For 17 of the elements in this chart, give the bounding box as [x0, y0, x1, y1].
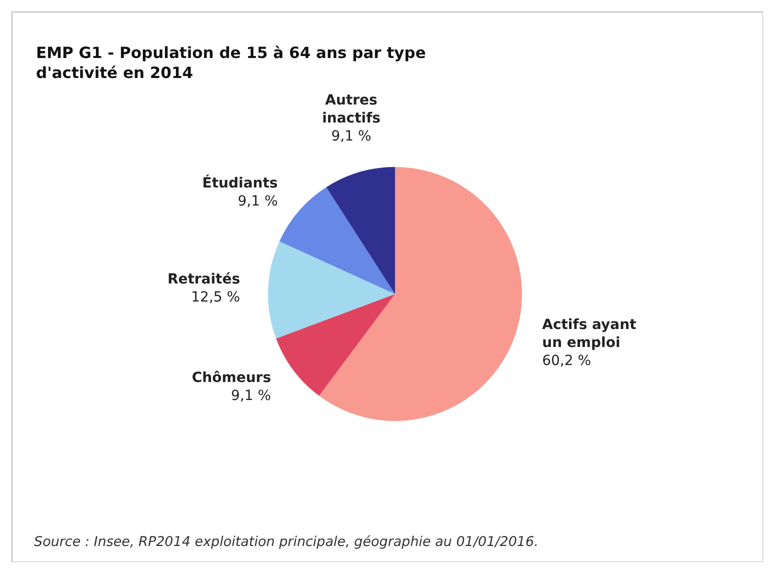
- chart-title: EMP G1 - Population de 15 à 64 ans par type d'activité en 2014: [36, 44, 426, 82]
- data-label: 60,2 %: [542, 352, 592, 369]
- pie-slice: [326, 167, 395, 294]
- data-label: 9,1 %: [231, 388, 272, 404]
- slice-label: Autres inactifs: [322, 92, 381, 126]
- slice-label: Étudiants: [202, 174, 278, 192]
- slice-label: Retraités: [167, 272, 240, 288]
- pie-slice: [319, 167, 522, 421]
- pie-slice: [276, 294, 395, 396]
- data-label: 9,1 %: [331, 128, 372, 144]
- data-label: 12,5 %: [191, 290, 240, 306]
- pie-slice: [279, 187, 395, 294]
- slice-label: Actifs ayant un emploi: [542, 316, 637, 351]
- source-note: Source : Insee, RP2014 exploitation principale, géographie au 01/01/2016.: [34, 534, 538, 550]
- slice-label: Chômeurs: [192, 370, 272, 386]
- data-label: 9,1 %: [238, 194, 278, 210]
- pie-slice: [268, 241, 395, 339]
